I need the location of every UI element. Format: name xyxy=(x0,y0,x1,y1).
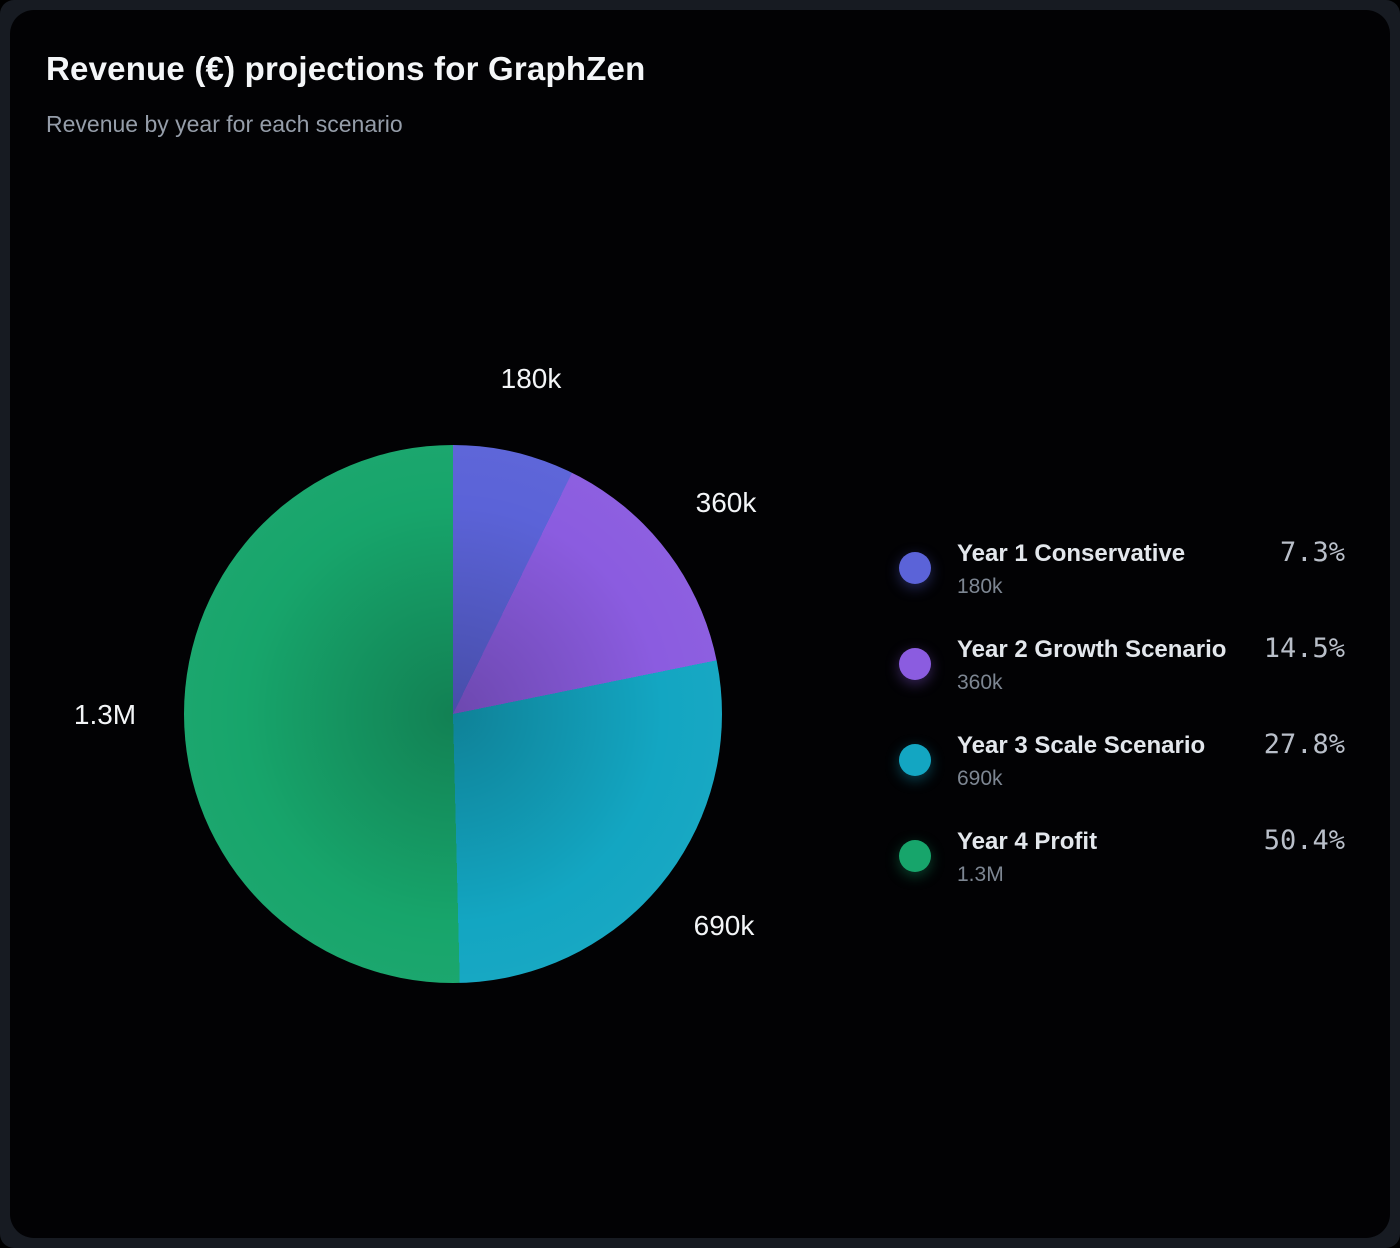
legend-series-percent: 14.5% xyxy=(1263,633,1345,664)
slice-value-label: 360k xyxy=(695,487,757,518)
legend-text-block: Year 4 Profit 1.3M xyxy=(957,827,1255,888)
legend-series-name: Year 3 Scale Scenario xyxy=(957,732,1206,759)
legend-series-name: Year 4 Profit xyxy=(957,828,1098,855)
chart-title: Revenue (€) projections for GraphZen xyxy=(46,50,646,87)
chart-subtitle: Revenue by year for each scenario xyxy=(46,111,403,137)
legend-series-percent: 7.3% xyxy=(1279,537,1345,568)
legend-text-block: Year 3 Scale Scenario 690k xyxy=(957,731,1255,792)
slice-value-label: 180k xyxy=(500,363,562,394)
legend: Year 1 Conservative 180k 7.3% Year 2 Gro… xyxy=(899,530,1345,914)
legend-series-value: 1.3M xyxy=(957,863,1004,886)
legend-series-name: Year 2 Growth Scenario xyxy=(957,636,1227,663)
legend-text-block: Year 2 Growth Scenario 360k xyxy=(957,635,1255,696)
legend-text-block: Year 1 Conservative 180k xyxy=(957,539,1255,600)
slice-value-label: 1.3M xyxy=(73,699,137,730)
legend-item-year-2-growth-scenario[interactable]: Year 2 Growth Scenario 360k 14.5% xyxy=(899,626,1345,722)
legend-item-year-3-scale-scenario[interactable]: Year 3 Scale Scenario 690k 27.8% xyxy=(899,722,1345,818)
legend-series-value: 360k xyxy=(957,671,1003,694)
legend-item-year-1-conservative[interactable]: Year 1 Conservative 180k 7.3% xyxy=(899,530,1345,626)
slice-value-label: 690k xyxy=(693,910,755,941)
legend-series-value: 180k xyxy=(957,575,1003,598)
legend-series-percent: 50.4% xyxy=(1263,825,1345,856)
legend-item-year-4-profit[interactable]: Year 4 Profit 1.3M 50.4% xyxy=(899,818,1345,914)
legend-color-dot xyxy=(899,744,931,776)
pie-chart[interactable] xyxy=(184,445,722,983)
legend-color-dot xyxy=(899,552,931,584)
legend-series-name: Year 1 Conservative xyxy=(957,540,1186,567)
legend-series-percent: 27.8% xyxy=(1263,729,1345,760)
legend-color-dot xyxy=(899,648,931,680)
legend-series-value: 690k xyxy=(957,767,1003,790)
legend-color-dot xyxy=(899,840,931,872)
chart-card: Revenue (€) projections for GraphZen Rev… xyxy=(10,10,1390,1238)
